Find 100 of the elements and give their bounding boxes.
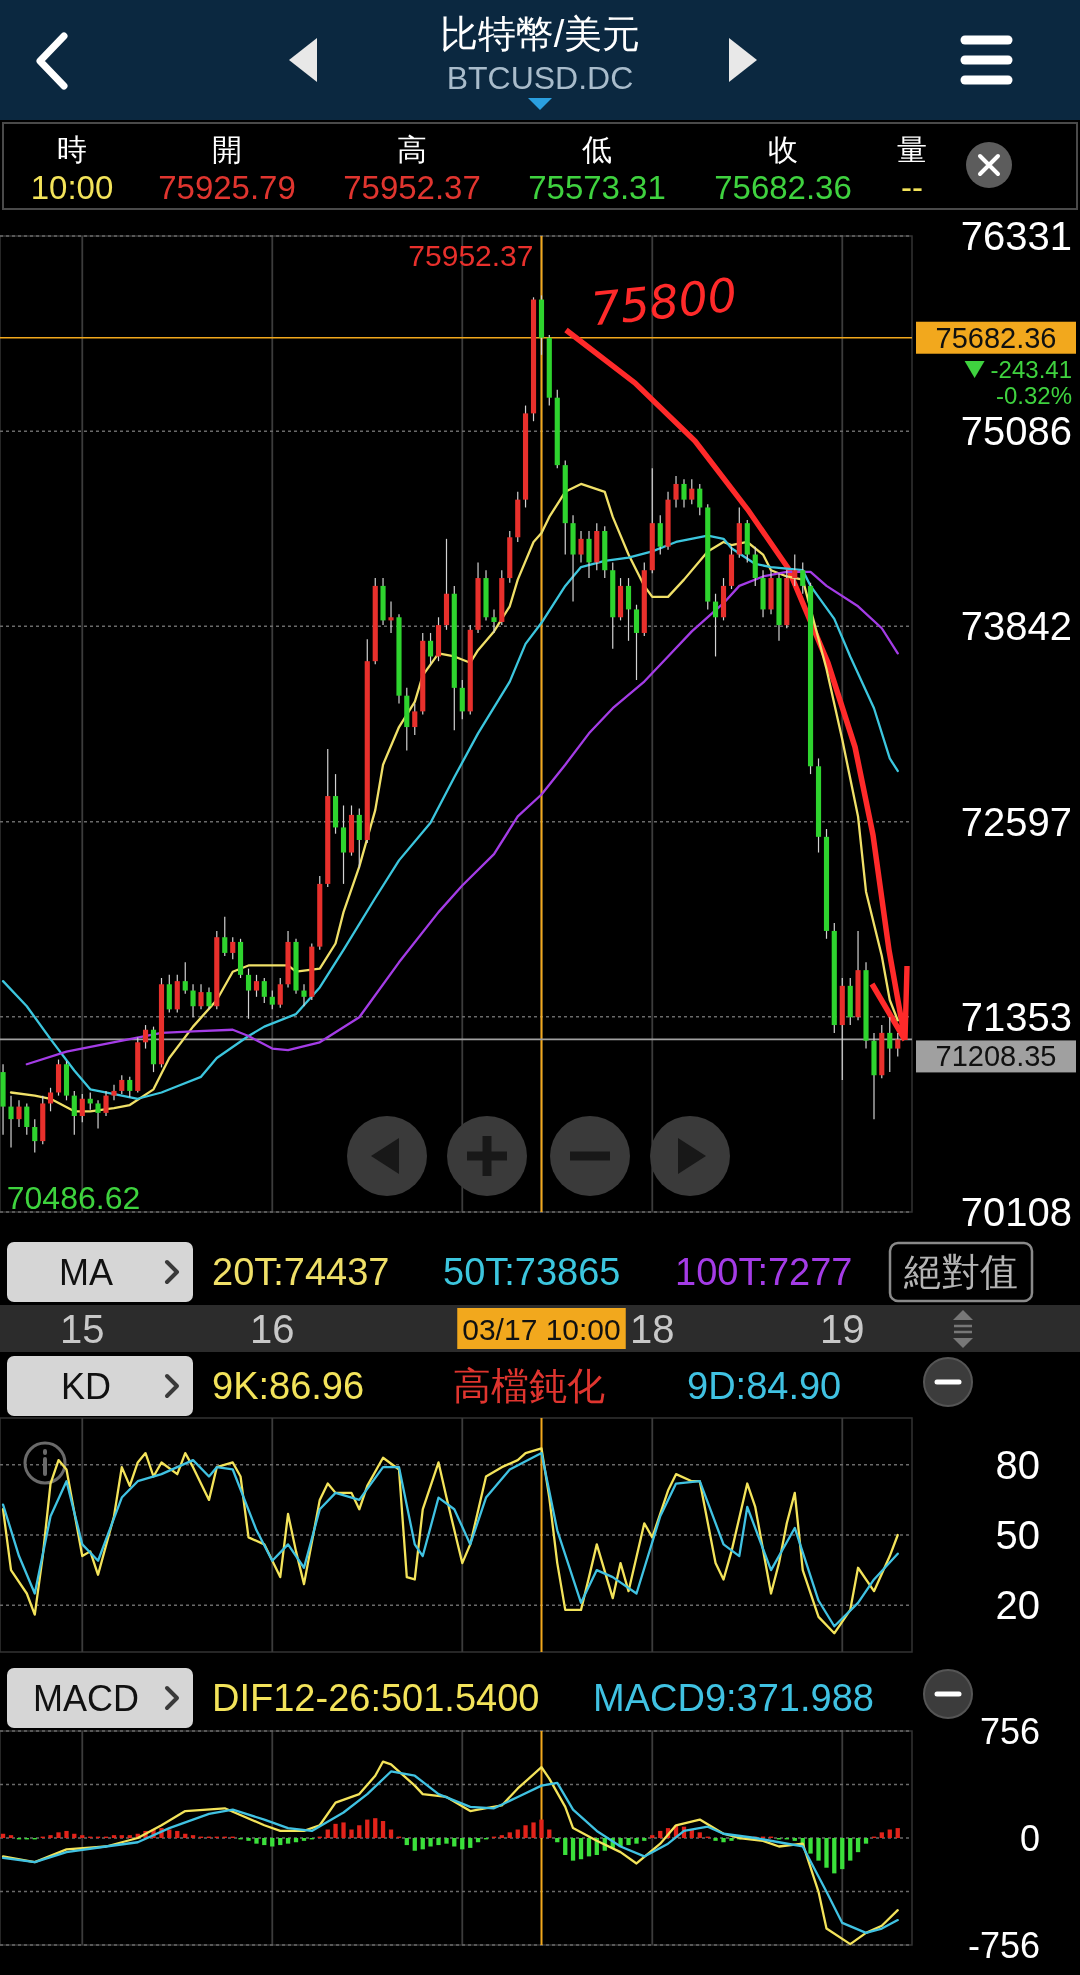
bar	[832, 1838, 837, 1874]
candlestick	[119, 1074, 125, 1095]
bar	[80, 1835, 85, 1838]
series-label: MACD9:371.988	[593, 1677, 874, 1719]
text: 20T:74437	[212, 1251, 390, 1293]
text: 高檔鈍化	[453, 1365, 605, 1407]
candlestick	[206, 986, 212, 1010]
bar	[808, 1838, 813, 1854]
candlestick	[388, 600, 394, 634]
candlestick	[222, 916, 228, 957]
ref-line-label: 75682.36	[935, 321, 1057, 354]
candlestick	[111, 1084, 117, 1101]
bar	[468, 1838, 473, 1848]
bar	[349, 1829, 354, 1838]
candlestick	[681, 478, 687, 509]
candlestick	[792, 553, 798, 587]
x-tick-label: 18	[630, 1307, 675, 1351]
y-tick-label: 756	[979, 1710, 1040, 1752]
chart-subtitle: BTCUSD.DC	[446, 60, 634, 96]
text: 時	[57, 132, 87, 166]
bar	[56, 1832, 61, 1838]
candlestick	[103, 1090, 109, 1117]
bar	[428, 1838, 433, 1847]
bar	[404, 1838, 409, 1846]
text: 50T:73865	[443, 1251, 621, 1293]
bar	[357, 1825, 362, 1838]
text: -243.41	[990, 355, 1072, 383]
x-tick-label: 19	[820, 1307, 865, 1351]
text: 75682.36	[714, 168, 852, 206]
candlestick	[689, 478, 695, 505]
candlestick	[712, 593, 719, 658]
bar	[190, 1835, 196, 1838]
candlestick	[269, 989, 275, 1010]
bar	[460, 1838, 465, 1850]
bar	[634, 1838, 639, 1844]
bar	[642, 1838, 647, 1841]
bar	[824, 1838, 829, 1868]
text: 絕對值	[903, 1251, 1018, 1293]
text: 收	[768, 132, 798, 166]
bar	[333, 1823, 338, 1838]
bar	[254, 1838, 259, 1844]
text: 開	[212, 132, 242, 166]
ref-line-label: 71208.35	[935, 1040, 1057, 1073]
candlestick	[230, 936, 236, 960]
legend-title: MACD	[33, 1677, 139, 1719]
x-tick-label: 15	[60, 1307, 105, 1351]
y-tick-label: 72597	[960, 799, 1072, 844]
candlestick	[412, 702, 418, 736]
bar	[8, 1835, 14, 1838]
chart-title: 比特幣/美元	[439, 13, 641, 55]
candlestick	[190, 983, 196, 1018]
series-label: 9D:84.90	[687, 1365, 842, 1407]
bar	[48, 1835, 53, 1838]
text: -0.32%	[995, 381, 1072, 409]
text: 100T:7277	[675, 1251, 853, 1293]
candlestick	[32, 1118, 38, 1154]
bar	[792, 1838, 797, 1841]
text: 75573.31	[528, 168, 666, 206]
candlestick	[657, 514, 663, 556]
y-tick-label: 80	[995, 1442, 1040, 1487]
candlestick	[633, 604, 640, 681]
y-tick-label: 73842	[960, 604, 1072, 649]
candlestick	[142, 1024, 149, 1050]
candlestick	[697, 483, 703, 516]
bar	[127, 1835, 132, 1838]
bar	[539, 1819, 544, 1838]
bar	[499, 1835, 504, 1838]
bar	[436, 1838, 441, 1846]
bar	[301, 1838, 307, 1841]
x-tick-label: 16	[250, 1307, 295, 1351]
bar	[119, 1835, 124, 1838]
candlestick	[586, 530, 592, 579]
bar	[523, 1825, 528, 1838]
annotation: 70486.62	[6, 1180, 141, 1216]
bar	[570, 1838, 576, 1861]
series-label: 9K:86.96	[212, 1365, 365, 1407]
candlestick	[800, 561, 806, 595]
bar	[721, 1838, 726, 1843]
bar	[278, 1838, 283, 1846]
bar	[578, 1838, 584, 1860]
annotation: 75952.37	[408, 238, 534, 272]
bar	[563, 1838, 568, 1855]
bar	[650, 1835, 655, 1838]
bar	[175, 1830, 180, 1838]
bar	[285, 1838, 291, 1844]
y-tick-label: 50	[995, 1513, 1040, 1557]
candlestick	[127, 1076, 133, 1098]
bar	[816, 1838, 821, 1861]
bar	[365, 1819, 370, 1838]
bar	[697, 1832, 702, 1838]
candlestick	[198, 983, 204, 1010]
bar	[111, 1835, 117, 1838]
bar	[341, 1822, 346, 1838]
annotation: 75800	[588, 267, 740, 337]
y-tick-label: -756	[967, 1924, 1040, 1966]
candlestick	[47, 1087, 54, 1112]
candlestick	[895, 1032, 901, 1058]
bar	[879, 1832, 884, 1838]
candlestick	[24, 1102, 30, 1136]
candlestick	[491, 608, 497, 634]
